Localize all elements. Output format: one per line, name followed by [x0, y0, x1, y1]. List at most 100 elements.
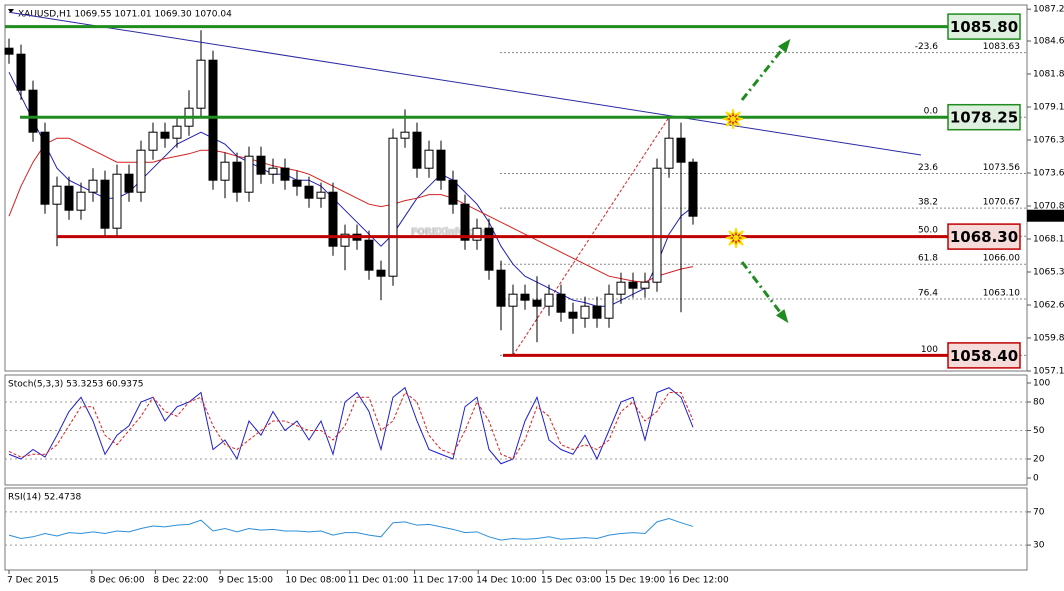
y-tick-label: 20: [1033, 455, 1045, 465]
candle-body: [64, 185, 74, 211]
candle-body: [172, 125, 182, 139]
level-box-bg: [948, 104, 1020, 130]
y-tick-label: 70: [1033, 507, 1045, 517]
candle-body: [652, 167, 662, 283]
x-tick-label: 14 Dec 10:00: [476, 576, 537, 586]
x-tick-label: 11 Dec 01:00: [348, 576, 409, 586]
candle-body: [388, 137, 398, 277]
candle-body: [364, 239, 374, 271]
y-tick-label: 0: [1033, 474, 1039, 484]
y-tick-label: 30: [1033, 541, 1045, 551]
fib-level-label: 50.0: [918, 226, 938, 236]
candle-body: [436, 149, 446, 181]
main-panel: [4, 4, 1028, 372]
candle-body: [556, 293, 566, 313]
arrow-head: [775, 309, 789, 324]
series-line: [8, 518, 694, 541]
rsi-panel: [4, 487, 1028, 571]
y-tick-label: 1059.85: [1033, 334, 1064, 344]
candle-body: [52, 185, 62, 205]
candle-body: [112, 173, 122, 229]
arrow-shaft: [740, 261, 788, 321]
panel-title: Stoch(5,3,3) 53.3253 60.9375: [8, 380, 143, 390]
candle-body: [160, 131, 170, 139]
y-tick-label: 1073.60: [1033, 169, 1064, 179]
watermark: FOREXinfo.com: [411, 228, 489, 238]
series-line: [8, 386, 694, 465]
candle-body: [400, 131, 410, 139]
candle-body: [520, 293, 530, 301]
series-line: [8, 391, 694, 460]
current-price-label: 1070.04: [1029, 211, 1064, 221]
y-tick-label: 1081.85: [1033, 70, 1064, 80]
candle-body: [496, 269, 506, 307]
fib-level-label: 100: [921, 345, 938, 355]
annotations: [722, 38, 791, 324]
candle-body: [412, 131, 422, 169]
candle-body: [592, 305, 602, 319]
candle-body: [604, 293, 614, 319]
fib-price-label: 1066.00: [983, 254, 1020, 264]
candle-body: [484, 227, 494, 271]
y-tick-label: 1070.85: [1033, 202, 1064, 212]
candle-body: [508, 293, 518, 307]
candle-body: [220, 161, 230, 181]
y-tick-label: 1076.35: [1033, 136, 1064, 146]
y-tick-label: 1079.10: [1033, 103, 1064, 113]
fib-level-label: 23.6: [918, 163, 938, 173]
candle-body: [76, 191, 86, 211]
candle-body: [532, 299, 542, 307]
candle-body: [292, 179, 302, 187]
y-tick-label: 1087.25: [1033, 5, 1064, 15]
fib-level-label: -23.6: [915, 42, 939, 52]
candle-body: [40, 131, 50, 205]
x-tick-label: 10 Dec 08:00: [285, 576, 346, 586]
y-tick-label: 80: [1033, 398, 1045, 408]
x-tick-label: 11 Dec 17:00: [413, 576, 474, 586]
candle-body: [88, 179, 98, 193]
menu-triangle: [8, 9, 14, 13]
candle-body: [16, 53, 26, 91]
candle-body: [640, 281, 650, 289]
series-line: [8, 137, 694, 283]
y-tick-label: 1065.35: [1033, 268, 1064, 278]
y-tick-label: 1068.10: [1033, 235, 1064, 245]
panel-title: XAUUSD,H1 1069.55 1071.01 1069.30 1070.0…: [18, 10, 232, 20]
level-label: 1058.40: [950, 347, 1018, 365]
panel-title: RSI(14) 52.4738: [8, 493, 81, 503]
x-tick-label: 8 Dec 22:00: [153, 576, 208, 586]
candle-body: [664, 137, 674, 169]
level-box-bg: [948, 14, 1020, 40]
arrow-shaft: [740, 41, 790, 101]
candle-body: [328, 191, 338, 247]
level-box: [947, 13, 1021, 40]
fib-level-label: 38.2: [918, 198, 938, 208]
candle-body: [616, 281, 626, 295]
level-box-bg: [948, 224, 1020, 250]
candle-body: [208, 59, 218, 181]
y-tick-label: 1057.10: [1033, 367, 1064, 377]
candle-body: [460, 203, 470, 241]
candle-body: [544, 293, 554, 307]
candle-body: [28, 89, 38, 133]
candle-body: [424, 149, 434, 169]
fib-price-label: 1070.67: [983, 198, 1020, 208]
level-label: 1078.25: [950, 109, 1018, 127]
candle-body: [316, 191, 326, 199]
panel-layer: XAUUSD,H1 1069.55 1071.01 1069.30 1070.0…: [4, 5, 1064, 586]
level-box: [947, 223, 1021, 250]
candle-body: [304, 185, 314, 199]
candle-body: [244, 155, 254, 193]
x-tick-label: 16 Dec 12:00: [668, 576, 729, 586]
candle-body: [568, 311, 578, 319]
candle-body: [256, 155, 266, 175]
candle-body: [628, 281, 638, 289]
panel-layer: RSI(14) 52.4738 70 30: [5, 493, 1045, 551]
fib-level-label: 76.4: [918, 289, 938, 299]
candle-body: [280, 167, 290, 181]
fib-price-label: 1083.63: [983, 42, 1020, 52]
level-box: [947, 342, 1021, 369]
x-tick-label: 15 Dec 19:00: [605, 576, 666, 586]
